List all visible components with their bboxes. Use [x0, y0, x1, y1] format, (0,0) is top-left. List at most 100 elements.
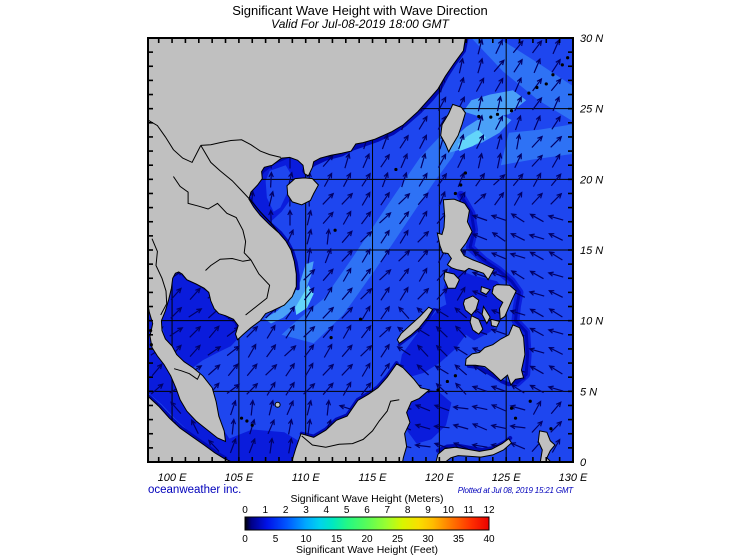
wave-direction-arrow	[532, 172, 542, 187]
wave-direction-arrow	[514, 152, 522, 169]
island-speck-pratas-paracel-spratly	[358, 317, 363, 321]
legend-meters-tick: 2	[283, 505, 289, 516]
landmass-samar-leyte	[491, 284, 517, 321]
wave-direction-arrow	[360, 324, 372, 339]
wave-direction-arrow	[548, 251, 563, 261]
wave-direction-arrow	[342, 172, 352, 187]
wave-direction-arrow	[531, 135, 544, 148]
wave-direction-arrow	[306, 418, 313, 435]
wave-direction-arrow	[551, 153, 561, 168]
wave-direction-arrow	[529, 327, 544, 337]
wave-direction-arrow	[550, 173, 562, 187]
wave-direction-arrow	[189, 344, 201, 357]
wave-direction-arrow	[268, 399, 275, 416]
wave-direction-arrow	[207, 439, 220, 452]
island-speck-ryukyu-islands	[535, 85, 539, 90]
wave-direction-arrow	[303, 382, 316, 395]
wave-direction-arrow	[323, 172, 333, 187]
wave-direction-arrow	[552, 95, 560, 112]
wave-direction-arrow	[304, 305, 314, 320]
wave-direction-arrow	[477, 114, 484, 131]
sea-band-mindanao-south-dark	[466, 363, 526, 387]
wave-direction-arrow	[471, 290, 488, 298]
longitude-label: 110 E	[292, 472, 321, 484]
wave-direction-arrow	[532, 400, 542, 415]
axis-labels: 100 E 105 E 110 E 115 E 120 E 125 E 130 E 30 N 2…	[158, 33, 604, 484]
island-speck-ryukyu-islands	[560, 63, 564, 67]
wave-direction-arrow	[306, 209, 313, 226]
island-speck-phuket-myeik	[149, 328, 153, 333]
wave-direction-arrow	[496, 133, 503, 150]
wave-direction-arrow	[417, 192, 429, 206]
island-speck-riau-lingga	[245, 419, 249, 423]
country-border-cambodia-north	[205, 257, 251, 271]
wave-direction-arrow	[306, 228, 313, 245]
wave-direction-arrow	[510, 384, 525, 394]
wave-direction-arrow	[418, 115, 428, 130]
island-speck-riau-lingga	[239, 416, 244, 420]
wave-direction-arrow	[322, 325, 334, 339]
legend-title-feet: Significant Wave Height (Feet)	[295, 544, 439, 556]
wave-direction-arrow	[248, 437, 256, 454]
valid-time-subtitle: Valid For Jul-08-2019 18:00 GMT	[271, 17, 449, 31]
wave-direction-arrow	[208, 364, 221, 376]
wave-direction-arrow	[531, 420, 544, 433]
country-border-china-vietnam	[200, 139, 282, 158]
sea-patch-northeast-band	[471, 38, 573, 122]
wave-direction-arrow	[452, 404, 469, 411]
legend-meters-tick: 4	[324, 505, 330, 516]
wave-direction-arrow	[457, 171, 465, 188]
wave-direction-arrow	[341, 287, 353, 301]
legend-meters-tick: 7	[385, 505, 391, 516]
wave-direction-arrow	[287, 209, 293, 226]
wave-direction-arrow	[268, 190, 275, 207]
latitude-label: 20 N	[579, 174, 603, 186]
island-speck-batanes-babuyan	[453, 191, 457, 196]
latitude-label: 10 N	[580, 316, 603, 328]
wave-direction-arrow	[284, 344, 297, 357]
wave-direction-arrow	[496, 95, 503, 112]
latitude-label: 0	[580, 457, 587, 469]
wave-direction-arrow	[433, 404, 450, 412]
wave-direction-arrow	[287, 437, 294, 454]
wave-direction-arrow	[398, 306, 410, 319]
wave-direction-arrow	[533, 114, 541, 131]
wave-direction-arrow	[361, 191, 371, 206]
longitude-label: 115 E	[359, 472, 388, 484]
wave-direction-arrow	[551, 58, 561, 73]
wave-direction-arrow	[509, 404, 526, 411]
wave-direction-arrow	[341, 192, 354, 205]
island-speck-layer	[149, 56, 570, 431]
wave-direction-arrow	[379, 268, 392, 281]
landmass-panay	[462, 295, 480, 316]
wave-direction-arrow	[548, 346, 563, 355]
page-title: Significant Wave Height with Wave Direct…	[232, 3, 488, 18]
landmass-borneo	[291, 363, 431, 462]
wave-direction-arrow	[287, 418, 294, 435]
wave-direction-arrow	[435, 325, 448, 338]
wave-direction-arrow	[170, 287, 182, 300]
wave-direction-arrow	[494, 191, 505, 206]
wave-direction-arrow	[266, 324, 276, 339]
wave-direction-arrow	[324, 247, 332, 264]
wave-direction-arrow	[550, 401, 562, 415]
island-speck-sulu-chain	[453, 374, 457, 378]
legend-feet-tick: 5	[273, 534, 279, 545]
landmass-negros	[469, 314, 484, 335]
wave-direction-arrow	[323, 343, 333, 358]
wave-direction-arrow	[169, 327, 184, 337]
wave-direction-arrow	[380, 286, 390, 301]
sea-patch-tonkin-mid	[265, 165, 293, 212]
wave-direction-arrow	[306, 399, 313, 416]
wave-direction-arrow	[531, 154, 544, 167]
legend-meters-tick: 10	[443, 505, 455, 516]
wave-direction-arrow	[510, 213, 525, 223]
wave-direction-arrow	[246, 325, 259, 338]
legend-feet-tick: 25	[392, 534, 404, 545]
wave-direction-arrow	[436, 287, 449, 300]
wave-direction-arrow	[286, 399, 294, 416]
island-speck-ryukyu-islands	[489, 115, 493, 119]
wave-direction-arrow	[495, 38, 503, 55]
wave-direction-arrow	[207, 346, 222, 356]
